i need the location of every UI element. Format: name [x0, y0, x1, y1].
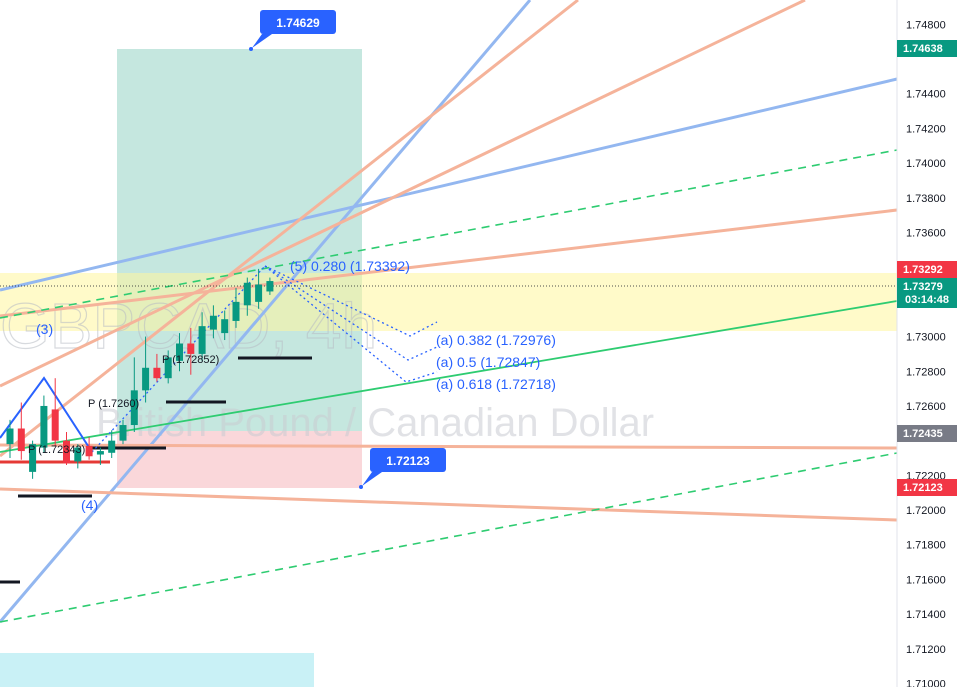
candle-body[interactable] — [198, 326, 206, 354]
abc-projection-0382[interactable] — [264, 265, 438, 337]
target-callout[interactable]: 1.74629 — [249, 10, 336, 51]
y-tick-label: 1.72000 — [906, 505, 946, 517]
y-tick-label: 1.72600 — [906, 401, 946, 413]
y-tick-label: 1.73800 — [906, 193, 946, 205]
candle-body[interactable] — [51, 409, 59, 441]
candle-body[interactable] — [153, 367, 161, 379]
price-tag-last: 1.73279 03:14:48 — [897, 278, 957, 308]
candle-body[interactable] — [255, 284, 263, 302]
elliott-wave-path[interactable] — [0, 376, 93, 453]
price-tag-support: 1.72435 — [897, 425, 957, 442]
pivot-label-1: P (1.72343) — [28, 444, 85, 456]
candle-body[interactable] — [40, 405, 48, 448]
candle-body[interactable] — [29, 444, 37, 472]
price-tag-take-profit: 1.74638 — [897, 40, 957, 57]
trendline-blue-steep[interactable] — [0, 0, 532, 623]
candle-body[interactable] — [176, 343, 183, 361]
stop-callout[interactable]: 1.72123 — [359, 448, 446, 489]
candle-body[interactable] — [96, 451, 104, 455]
y-tick-label: 1.71600 — [906, 574, 946, 586]
svg-text:1.73292: 1.73292 — [903, 264, 943, 276]
resistance-zone[interactable] — [0, 273, 897, 331]
pivot-label-2: P (1.7260) — [88, 398, 139, 410]
svg-text:03:14:48: 03:14:48 — [905, 294, 949, 306]
candle-body[interactable] — [266, 281, 274, 292]
candle-body[interactable] — [209, 315, 217, 330]
wave-label-5: (5) 0.280 (1.73392) — [290, 258, 410, 274]
y-tick-label: 1.72800 — [906, 366, 946, 378]
y-tick-label: 1.71000 — [906, 679, 946, 687]
trendline-orange-4[interactable] — [0, 443, 898, 450]
svg-text:1.74629: 1.74629 — [276, 16, 320, 30]
candle-body[interactable] — [74, 447, 82, 462]
candle-body[interactable] — [243, 282, 251, 306]
candle-body[interactable] — [6, 428, 14, 445]
svg-text:1.74638: 1.74638 — [903, 43, 943, 55]
demand-zone[interactable] — [0, 653, 314, 687]
y-tick-label: 1.74400 — [906, 89, 946, 101]
abc-projection-05[interactable] — [264, 265, 438, 361]
wave-label-4: (4) — [81, 497, 98, 513]
y-tick-label: 1.74800 — [906, 19, 946, 31]
price-tag-stop-loss: 1.72123 — [897, 479, 957, 496]
y-tick-label: 1.71200 — [906, 644, 946, 656]
long-position-loss-zone[interactable] — [117, 431, 362, 488]
y-tick-label: 1.74200 — [906, 123, 946, 135]
watermark-description: British Pound / Canadian Dollar — [96, 401, 654, 445]
svg-text:1.73279: 1.73279 — [903, 281, 943, 293]
candlestick-series[interactable] — [6, 268, 274, 479]
trendline-orange-2[interactable] — [0, 0, 806, 388]
wave-label-a-0382: (a) 0.382 (1.72976) — [436, 332, 556, 348]
svg-text:1.72435: 1.72435 — [903, 428, 943, 440]
candle-body[interactable] — [17, 428, 25, 452]
candle-body[interactable] — [187, 343, 195, 354]
abc-projection-0618[interactable] — [264, 265, 438, 383]
trendline-orange-1[interactable] — [0, 0, 579, 458]
candle-body[interactable] — [130, 390, 138, 426]
y-tick-label: 1.73600 — [906, 227, 946, 239]
trendline-green-dashed-upper[interactable] — [0, 149, 898, 319]
svg-text:1.72123: 1.72123 — [903, 482, 943, 494]
candle-body[interactable] — [108, 440, 116, 453]
candle-body[interactable] — [119, 425, 127, 441]
y-tick-label: 1.71800 — [906, 540, 946, 552]
trendline-orange-3[interactable] — [0, 208, 898, 318]
trendline-blue-channel[interactable] — [0, 77, 898, 292]
candle-body[interactable] — [232, 301, 240, 321]
trendline-green-dashed-lower[interactable] — [0, 452, 898, 623]
trendline-green-solid[interactable] — [0, 300, 898, 453]
wave-label-a-05: (a) 0.5 (1.72847) — [436, 354, 540, 370]
candle-body[interactable] — [164, 357, 172, 379]
y-tick-label: 1.74000 — [906, 158, 946, 170]
wave-label-a-0618: (a) 0.618 (1.72718) — [436, 376, 556, 392]
candle-body[interactable] — [63, 440, 70, 464]
candle-body[interactable] — [85, 445, 93, 457]
pivot-label-3: P (1.72852) — [162, 354, 219, 366]
svg-text:1.72123: 1.72123 — [386, 454, 430, 468]
long-position-profit-zone[interactable] — [117, 49, 362, 431]
y-tick-label: 1.73000 — [906, 332, 946, 344]
price-axis[interactable]: 1.74800 1.74400 1.74200 1.74000 1.73800 1.736… — [896, 0, 961, 687]
y-tick-label: 1.71400 — [906, 609, 946, 621]
candle-body[interactable] — [142, 367, 150, 391]
trendline-orange-5[interactable] — [0, 487, 898, 522]
candle-body[interactable] — [221, 319, 229, 334]
wave-label-3: (3) — [36, 321, 53, 337]
price-tag-resistance: 1.73292 — [897, 261, 957, 278]
